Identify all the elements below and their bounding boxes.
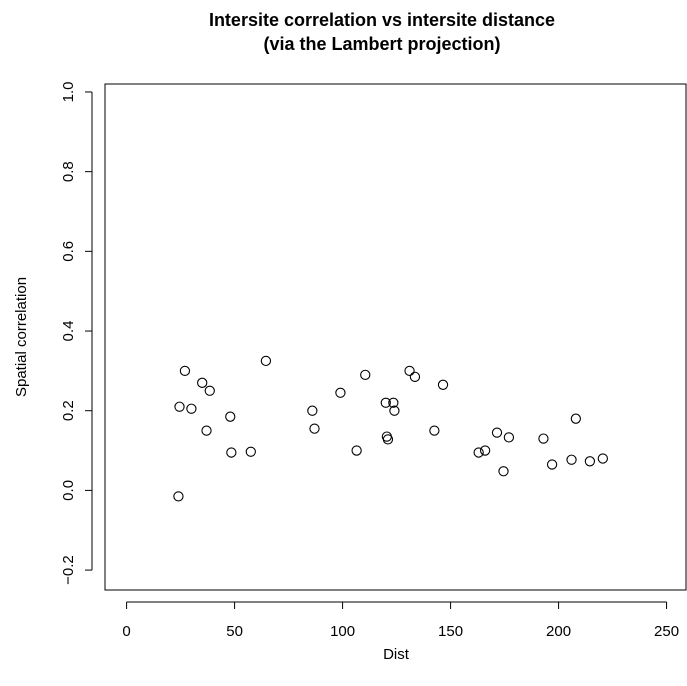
x-tick-label: 200 (546, 623, 571, 640)
data-point (197, 377, 208, 388)
data-point (360, 369, 371, 381)
data-point (473, 447, 484, 458)
data-point (179, 365, 191, 377)
data-point (225, 411, 236, 422)
data-point (546, 459, 558, 470)
data-point (226, 447, 237, 458)
data-point (538, 433, 549, 444)
data-point (437, 379, 449, 390)
data-point (429, 425, 440, 436)
y-tick-label: 0.8 (60, 161, 77, 182)
data-point (498, 466, 509, 477)
x-tick-label: 0 (122, 623, 130, 640)
y-axis-label: Spatial correlation (13, 277, 30, 397)
data-point (307, 405, 318, 416)
data-point (260, 355, 272, 367)
data-point (389, 405, 400, 416)
data-point (584, 456, 596, 467)
data-point (491, 427, 503, 438)
x-tick-label: 50 (226, 623, 243, 640)
y-axis: −0.2 0.0 0.2 0.4 0.6 0.8 1.0 (60, 82, 93, 585)
data-point (479, 445, 491, 456)
data-point (382, 434, 394, 445)
x-tick-label: 150 (438, 623, 463, 640)
y-tick-label: 1.0 (60, 82, 77, 103)
x-axis: 0 50 100 150 200 250 (122, 601, 679, 640)
data-point (335, 387, 346, 398)
data-point (566, 454, 577, 465)
y-tick-label: −0.2 (60, 555, 77, 585)
data-point (409, 371, 421, 382)
data-points (173, 355, 608, 502)
x-tick-label: 250 (654, 623, 679, 640)
data-point (597, 453, 608, 464)
data-point (351, 445, 362, 456)
x-axis-label: Dist (383, 646, 410, 663)
y-tick-label: 0.2 (60, 400, 77, 421)
x-tick-label: 100 (330, 623, 355, 640)
data-point (204, 385, 215, 396)
data-point (173, 491, 184, 502)
chart-subtitle: (via the Lambert projection) (263, 34, 500, 54)
data-point (503, 432, 515, 443)
data-point (174, 401, 185, 412)
data-point (404, 365, 415, 377)
data-point (309, 423, 320, 434)
data-point (186, 403, 197, 414)
data-point (201, 425, 212, 436)
y-tick-label: 0.6 (60, 241, 77, 262)
data-point (570, 413, 581, 424)
data-point (245, 446, 256, 457)
plot-frame (104, 83, 687, 591)
y-tick-label: 0.0 (60, 480, 77, 501)
y-tick-label: 0.4 (60, 321, 77, 342)
data-point (388, 397, 399, 408)
chart-title: Intersite correlation vs intersite dista… (209, 10, 555, 30)
data-point (380, 397, 391, 408)
